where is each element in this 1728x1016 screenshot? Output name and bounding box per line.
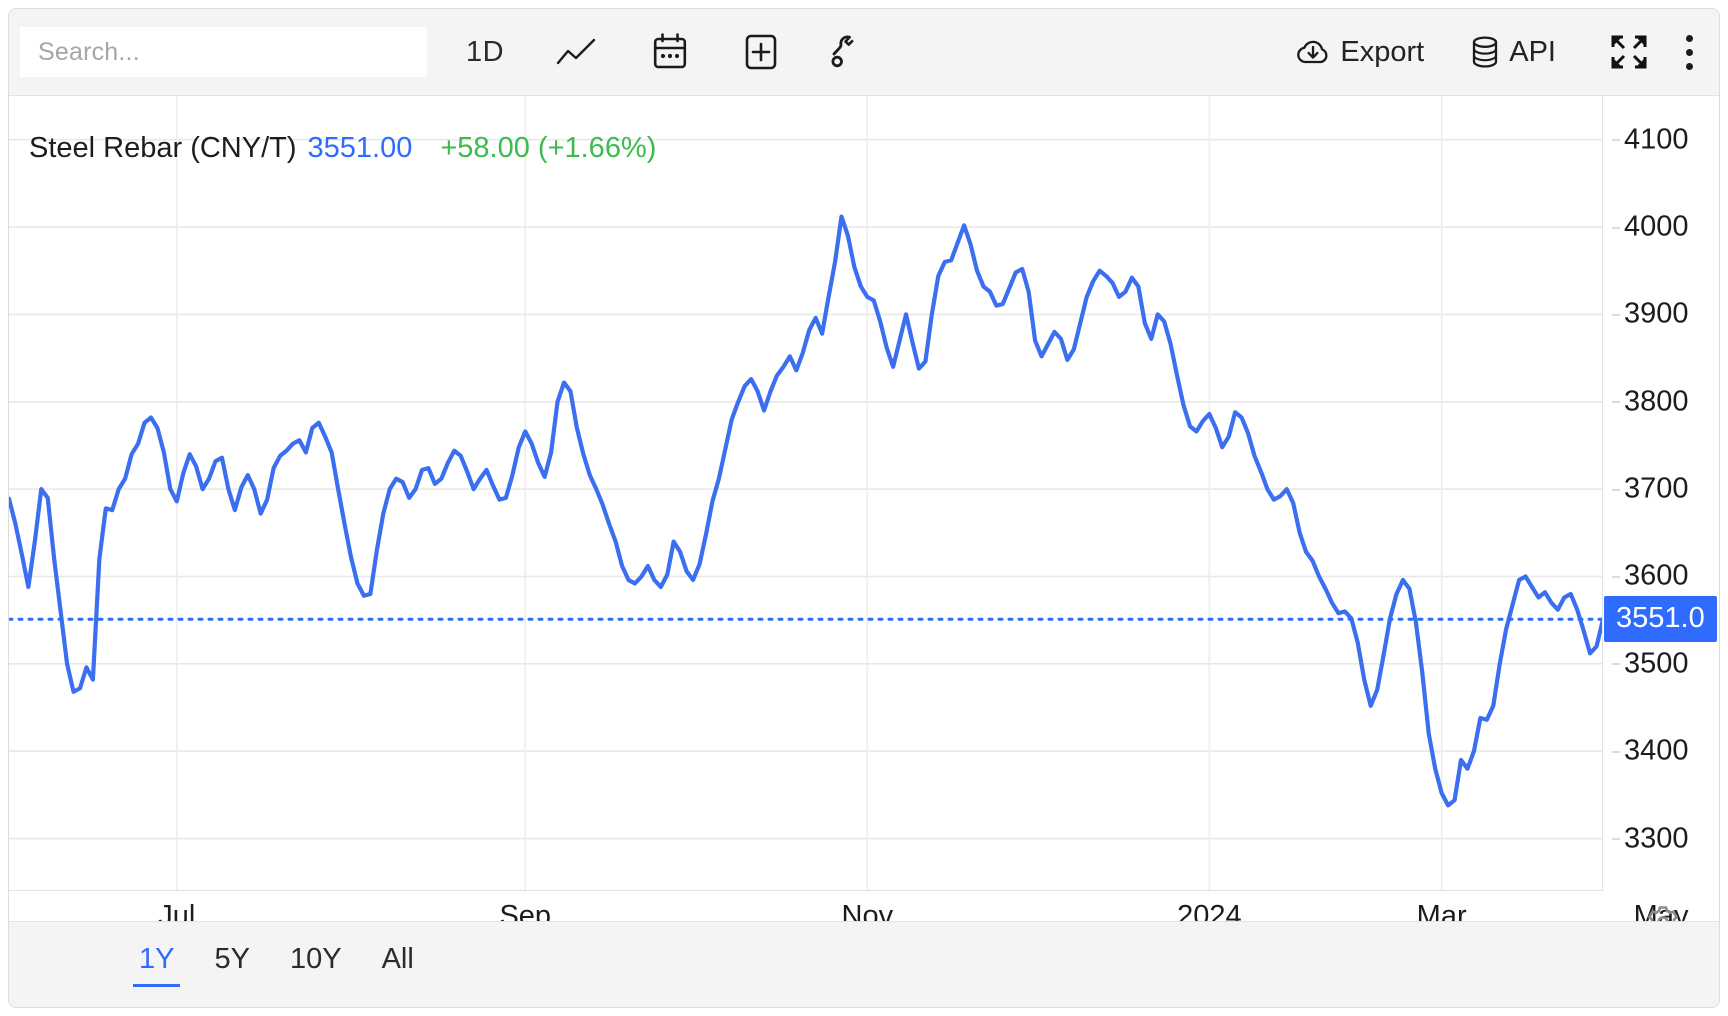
plot-area[interactable] — [9, 96, 1603, 891]
y-tick-mark — [1612, 139, 1620, 141]
export-label: Export — [1340, 35, 1425, 68]
y-axis-tick: 3900 — [1612, 298, 1689, 331]
y-axis-tick: 3500 — [1612, 647, 1689, 680]
y-axis-tick: 4000 — [1612, 211, 1689, 244]
range-tab-all[interactable]: All — [381, 942, 414, 975]
kebab-menu-icon[interactable] — [1686, 9, 1693, 96]
current-price-badge: 3551.0 — [1604, 596, 1717, 643]
price-line-chart — [9, 96, 1602, 890]
y-axis[interactable]: 4100 4000 3900 3800 3700 3600 3500 3400 3300 3551… — [1604, 96, 1719, 891]
api-button[interactable]: API — [1470, 35, 1556, 69]
range-tab-1y[interactable]: 1Y — [132, 943, 182, 987]
fullscreen-icon[interactable] — [1608, 9, 1650, 96]
range-tab-10y[interactable]: 10Y — [289, 942, 342, 975]
y-axis-tick: 4100 — [1612, 123, 1689, 156]
add-box-icon[interactable] — [744, 9, 778, 96]
y-axis-tick: 3800 — [1612, 385, 1689, 418]
y-tick-mark — [1612, 314, 1620, 316]
y-tick-mark — [1612, 576, 1620, 578]
y-tick-mark — [1612, 751, 1620, 753]
y-tick-mark — [1612, 227, 1620, 229]
api-label: API — [1509, 35, 1556, 68]
app-frame: Search... 1D — [8, 8, 1720, 1008]
range-tab-5y[interactable]: 5Y — [214, 942, 250, 975]
y-tick-mark — [1612, 663, 1620, 665]
export-button[interactable]: Export — [1295, 36, 1424, 69]
database-icon — [1470, 35, 1500, 69]
chart-container: Steel Rebar (CNY/T) 3551.00 +58.00 (+1.6… — [9, 96, 1719, 937]
search-input[interactable]: Search... — [20, 27, 427, 77]
toolbar: Search... 1D — [9, 9, 1719, 96]
y-tick-mark — [1612, 838, 1620, 840]
y-axis-tick: 3400 — [1612, 735, 1689, 768]
line-chart-icon[interactable] — [556, 9, 596, 96]
y-axis-tick: 3600 — [1612, 560, 1689, 593]
range-selector: 1Y 5Y 10Y All — [9, 921, 1719, 1007]
y-tick-mark — [1612, 489, 1620, 491]
range-tabs: 1Y 5Y 10Y All — [132, 942, 414, 987]
wrench-icon[interactable] — [828, 9, 862, 96]
calendar-icon[interactable] — [652, 9, 688, 96]
search-placeholder: Search... — [38, 37, 140, 66]
interval-button[interactable]: 1D — [466, 35, 505, 68]
y-tick-mark — [1612, 401, 1620, 403]
kebab-dots — [1686, 34, 1693, 70]
y-axis-tick: 3700 — [1612, 473, 1689, 506]
cloud-download-icon — [1295, 37, 1331, 67]
y-axis-tick: 3300 — [1612, 822, 1689, 855]
